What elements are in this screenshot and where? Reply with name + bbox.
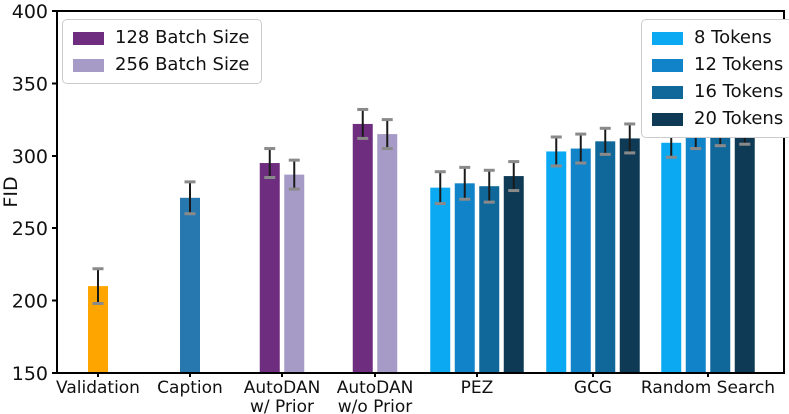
bar-pez-3 (503, 176, 524, 373)
legend-tokens: 8 Tokens 12 Tokens 16 Tokens 20 Tokens (641, 19, 789, 138)
legend-item: 128 Batch Size (73, 27, 250, 49)
x-axis-label: w/o Prior (338, 397, 413, 414)
y-axis-title: FID (0, 176, 22, 207)
legend-swatch-12-tokens (652, 58, 683, 72)
bar-gcg-2 (595, 141, 616, 373)
y-tick-label: 250 (12, 218, 48, 240)
x-axis-label: Caption (157, 378, 223, 398)
plot-frame (56, 10, 785, 374)
legend-label: 128 Batch Size (115, 27, 250, 48)
bar-autodan-w-o-prior-1 (377, 134, 398, 373)
legend-swatch-256-batch (73, 58, 104, 72)
x-axis-label: w/ Prior (250, 397, 314, 414)
legend-batch-size: 128 Batch Size 256 Batch Size (62, 19, 262, 84)
legend-item: 16 Tokens (652, 81, 783, 103)
bar-pez-0 (430, 187, 451, 373)
bar-random-search-1 (685, 134, 706, 373)
legend-swatch-128-batch (73, 31, 104, 45)
bar-caption-0 (180, 197, 200, 373)
legend-label: 12 Tokens (694, 54, 784, 75)
legend-swatch-8-tokens (652, 31, 683, 45)
y-tick-label: 200 (12, 291, 48, 313)
legend-item: 12 Tokens (652, 54, 783, 76)
bar-pez-2 (479, 186, 500, 373)
legend-label: 8 Tokens (694, 27, 772, 48)
x-axis-label: Validation (56, 378, 140, 398)
y-tick-label: 150 (12, 363, 48, 385)
legend-item: 20 Tokens (652, 108, 783, 130)
legend-swatch-16-tokens (652, 85, 683, 99)
bar-autodan-w-o-prior-0 (352, 123, 373, 373)
x-axis-label: Random Search (641, 378, 775, 398)
bar-autodan-w-prior-1 (284, 174, 305, 373)
bar-gcg-0 (546, 151, 567, 373)
bar-autodan-w-prior-0 (259, 163, 280, 373)
bar-random-search-2 (710, 132, 731, 373)
y-tick-label: 350 (12, 73, 48, 95)
x-axis-label: AutoDAN (337, 378, 414, 398)
x-axis-label: GCG (574, 378, 612, 398)
bar-random-search-3 (734, 129, 755, 373)
legend-item: 8 Tokens (652, 27, 783, 49)
bar-validation-0 (88, 286, 108, 373)
legend-swatch-20-tokens (652, 112, 683, 126)
legend-label: 256 Batch Size (115, 54, 250, 75)
legend-item: 256 Batch Size (73, 54, 250, 76)
legend-label: 20 Tokens (694, 108, 784, 129)
y-tick-label: 300 (12, 146, 48, 168)
bar-gcg-1 (570, 148, 591, 373)
legend-label: 16 Tokens (694, 81, 784, 102)
bar-random-search-0 (661, 142, 682, 373)
y-tick-label: 400 (12, 1, 48, 23)
bar-pez-1 (454, 183, 475, 373)
x-axis-label: PEZ (461, 378, 494, 398)
x-axis-label: AutoDAN (244, 378, 321, 398)
bar-gcg-3 (619, 138, 640, 373)
